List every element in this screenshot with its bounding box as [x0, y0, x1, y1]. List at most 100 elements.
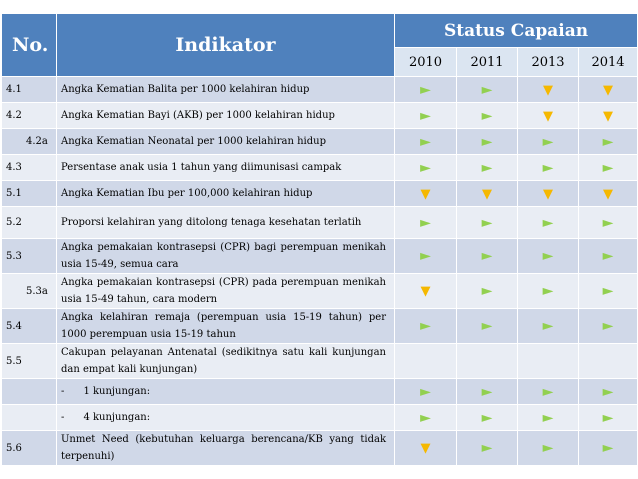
triangle-right-icon: ► [542, 318, 554, 334]
status-icon: ► [456, 404, 518, 431]
triangle-down-icon: ▼ [543, 186, 553, 202]
table-row: 5.2 Proporsi kelahiran yang ditolong ten… [1, 206, 638, 239]
table-row: 5.5 Cakupan pelayanan Antenatal (sedikit… [1, 343, 638, 379]
row-number: 5.3 [1, 238, 57, 274]
triangle-right-icon: ► [420, 318, 431, 334]
status-icon: ▼ [456, 180, 518, 207]
status-icon: ▼ [517, 76, 579, 103]
row-indicator: Angka Kematian Balita per 1000 kelahiran… [56, 76, 395, 103]
status-icon: ▼ [577, 76, 638, 103]
triangle-down-icon: ▼ [603, 108, 613, 124]
triangle-right-icon: ► [420, 383, 431, 400]
triangle-right-icon: ► [481, 318, 493, 334]
status-icon: ► [577, 308, 638, 344]
status-icon: ► [517, 430, 579, 466]
status-icon: ► [456, 238, 518, 274]
status-icon: ► [456, 206, 518, 239]
row-indicator: - 1 kunjungan: [56, 378, 395, 405]
triangle-right-icon: ► [420, 81, 431, 98]
status-icon: ▼ [517, 180, 579, 207]
triangle-right-icon: ► [481, 383, 493, 400]
triangle-down-icon: ▼ [482, 186, 492, 202]
row-indicator: Unmet Need (kebutuhan keluarga berencana… [56, 430, 395, 466]
table-row: 5.6 Unmet Need (kebutuhan keluarga beren… [1, 430, 638, 466]
status-icon: ► [517, 128, 579, 155]
triangle-right-icon: ► [481, 283, 493, 299]
status-icon: ▼ [577, 102, 638, 129]
header-no: No. [1, 13, 57, 77]
status-icon: ► [456, 102, 518, 129]
triangle-down-icon: ▼ [603, 82, 613, 98]
status-icon: ▼ [394, 273, 457, 309]
row-indicator: Angka Kematian Ibu per 100,000 kelahiran… [56, 180, 395, 207]
status-icon: ► [577, 238, 638, 274]
triangle-right-icon: ► [420, 409, 431, 426]
header-status-capaian: Status Capaian [393, 13, 638, 48]
status-icon: ► [456, 378, 518, 405]
triangle-down-icon: ▼ [543, 108, 553, 124]
status-icon: ► [517, 404, 579, 431]
triangle-right-icon: ► [542, 214, 554, 231]
triangle-right-icon: ► [481, 81, 493, 98]
triangle-right-icon: ► [602, 440, 614, 456]
status-icon: ► [394, 404, 457, 431]
row-indicator: Angka pemakaian kontrasepsi (CPR) bagi p… [56, 238, 395, 274]
row-number: 5.5 [1, 343, 57, 379]
triangle-down-icon: ▼ [420, 284, 431, 299]
row-number: 5.6 [1, 430, 57, 466]
row-number: 5.4 [1, 308, 57, 344]
row-indicator: Angka Kematian Neonatal per 1000 kelahir… [56, 128, 395, 155]
status-icon [394, 343, 457, 379]
triangle-right-icon: ► [602, 214, 614, 231]
table-row: 5.3a Angka pemakaian kontrasepsi (CPR) p… [1, 273, 638, 309]
table-row: - 4 kunjungan: ► ► ► ► [1, 404, 638, 431]
triangle-down-icon: ▼ [603, 186, 613, 202]
status-icon: ► [394, 308, 457, 344]
status-icon: ▼ [577, 180, 638, 207]
year-header: 2011 [456, 47, 518, 77]
status-icon: ► [517, 206, 579, 239]
row-number [1, 404, 57, 431]
row-number: 5.3a [1, 273, 57, 309]
status-icon: ► [394, 154, 457, 181]
status-icon: ► [456, 154, 518, 181]
table-row: 5.4 Angka kelahiran remaja (perempuan us… [1, 308, 638, 344]
status-icon: ► [456, 76, 518, 103]
triangle-down-icon: ▼ [420, 441, 431, 456]
triangle-right-icon: ► [481, 107, 493, 124]
triangle-right-icon: ► [602, 383, 614, 400]
status-icon: ► [577, 128, 638, 155]
row-number: 5.1 [1, 180, 57, 207]
row-indicator: Angka pemakaian kontrasepsi (CPR) pada p… [56, 273, 395, 309]
triangle-right-icon: ► [481, 214, 493, 231]
triangle-right-icon: ► [602, 318, 614, 334]
triangle-right-icon: ► [420, 159, 431, 176]
triangle-right-icon: ► [542, 409, 554, 426]
status-icon: ► [577, 430, 638, 466]
row-indicator: Angka Kematian Bayi (AKB) per 1000 kelah… [56, 102, 395, 129]
status-icon: ► [394, 378, 457, 405]
triangle-right-icon: ► [542, 283, 554, 299]
triangle-right-icon: ► [602, 159, 614, 176]
triangle-right-icon: ► [481, 159, 493, 176]
status-icon [577, 343, 638, 379]
status-icon: ► [517, 308, 579, 344]
table-row: 4.3 Persentase anak usia 1 tahun yang di… [1, 154, 638, 181]
triangle-right-icon: ► [602, 283, 614, 299]
status-icon: ► [456, 430, 518, 466]
row-indicator: Persentase anak usia 1 tahun yang diimun… [56, 154, 395, 181]
table-row: 4.2a Angka Kematian Neonatal per 1000 ke… [1, 128, 638, 155]
table-row: 5.1 Angka Kematian Ibu per 100,000 kelah… [1, 180, 638, 207]
status-icon: ► [456, 308, 518, 344]
table-row: 4.1 Angka Kematian Balita per 1000 kelah… [1, 76, 638, 103]
status-table: No. Indikator Status Capaian 2010 2011 2… [1, 13, 638, 466]
table-row: 5.3 Angka pemakaian kontrasepsi (CPR) ba… [1, 238, 638, 274]
row-number: 4.2 [1, 102, 57, 129]
triangle-down-icon: ▼ [420, 186, 431, 202]
triangle-right-icon: ► [481, 409, 493, 426]
triangle-right-icon: ► [542, 159, 554, 176]
status-icon: ► [577, 206, 638, 239]
row-number: 4.2a [1, 128, 57, 155]
triangle-right-icon: ► [542, 133, 554, 150]
triangle-right-icon: ► [542, 383, 554, 400]
